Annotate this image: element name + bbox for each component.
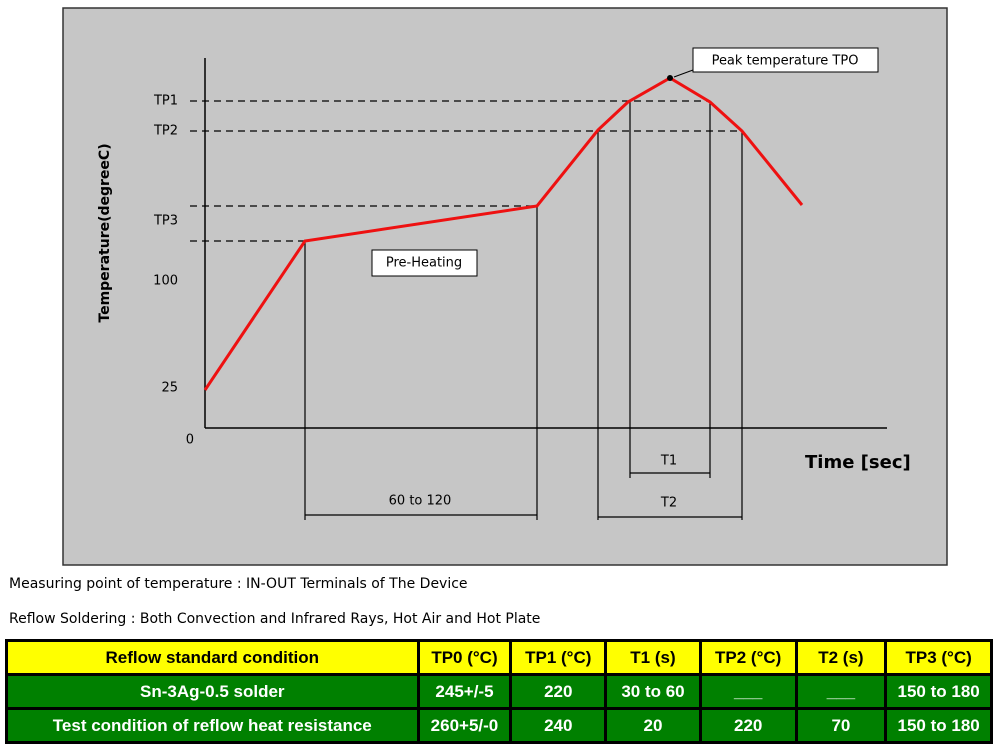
preheat-label: Pre-Heating	[386, 256, 462, 271]
table-row: Test condition of reflow heat resistance…	[5, 707, 993, 744]
note: Measuring point of temperature : IN-OUT …	[9, 576, 468, 592]
y-label: 0	[186, 433, 194, 448]
peak-label: Peak temperature TPO	[712, 54, 859, 69]
t1-label: T1	[660, 454, 677, 469]
table-cell: Sn-3Ag-0.5 solder	[5, 673, 420, 710]
table-cell: 20	[604, 707, 702, 744]
table-cell: TP1 (°C)	[509, 639, 608, 676]
peak-pointer	[673, 69, 694, 78]
x-axis-label: Time [sec]	[805, 452, 911, 473]
diagram: Peak temperature TPO Pre-Heating 60 to 1…	[62, 7, 948, 566]
table-cell: 70	[794, 707, 888, 744]
table-cell: 150 to 180	[884, 673, 993, 710]
guide-lines	[190, 100, 742, 242]
table-cell: ___	[698, 673, 798, 710]
table-row: Reflow standard condition TP0 (°C) TP1 (°C…	[5, 639, 993, 676]
reflow-table: Reflow standard condition TP0 (°C) TP1 (°C…	[5, 639, 993, 744]
table-cell: Test condition of reflow heat resistance	[5, 707, 420, 744]
table-row: Sn-3Ag-0.5 solder 245+/-5 220 30 to 60 ___ __…	[5, 673, 993, 710]
y-label: 100	[153, 274, 178, 289]
profile-curve	[203, 76, 804, 391]
t2-label: T2	[660, 496, 677, 511]
peak-dot	[667, 75, 673, 81]
table-cell: T2 (s)	[794, 639, 888, 676]
table-cell: ___	[794, 673, 888, 710]
y-label: 25	[161, 381, 178, 396]
table-cell: 245+/-5	[416, 673, 513, 710]
table-cell: 260+5/-0	[416, 707, 513, 744]
table-cell: TP0 (°C)	[416, 639, 513, 676]
note: Reflow Soldering : Both Convection and I…	[9, 611, 541, 627]
y-label: TP3	[153, 214, 178, 229]
preheat-time: 60 to 120	[389, 494, 452, 509]
table-cell: 150 to 180	[884, 707, 993, 744]
table-body: Reflow standard condition TP0 (°C) TP1 (°C…	[5, 639, 993, 744]
table-cell: 220	[509, 673, 608, 710]
y-axis-label: Temperature(degreeC)	[97, 143, 113, 322]
diagram-panel	[62, 7, 948, 566]
table-cell: 240	[509, 707, 608, 744]
table-cell: T1 (s)	[604, 639, 702, 676]
preheat-box	[371, 249, 478, 277]
y-label: TP2	[153, 124, 178, 139]
y-label: TP1	[153, 94, 178, 109]
table-cell: 220	[698, 707, 798, 744]
table-cell: TP2 (°C)	[698, 639, 798, 676]
peak-box	[692, 47, 879, 73]
table-cell: Reflow standard condition	[5, 639, 420, 676]
table-cell: 30 to 60	[604, 673, 702, 710]
table-cell: TP3 (°C)	[884, 639, 993, 676]
time-lines	[304, 102, 743, 520]
